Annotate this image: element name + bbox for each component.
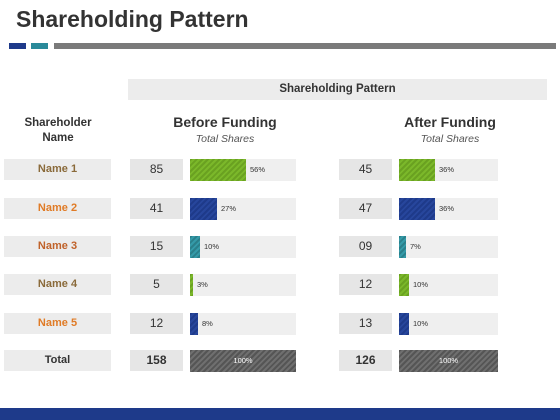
after-share-percent: 36% [439, 165, 455, 174]
after-share-bar-fill [399, 274, 409, 296]
after-share-bar: 10% [399, 274, 498, 296]
before-share-bar: 56% [190, 159, 296, 181]
before-share-percent: 3% [197, 280, 208, 289]
before-share-bar-fill [190, 198, 217, 220]
before-shares-value: 85 [130, 159, 183, 180]
before-shares-value: 12 [130, 313, 183, 334]
title-accent-blue [9, 43, 26, 49]
after-shares-value: 12 [339, 274, 392, 295]
table-header: Shareholding Pattern [128, 79, 547, 100]
before-shares-value: 41 [130, 198, 183, 219]
before-total-bar: 100% [190, 350, 296, 372]
before-share-bar-fill [190, 159, 246, 181]
title-accent-teal [31, 43, 48, 49]
before-share-percent: 27% [221, 204, 237, 213]
after-share-bar: 10% [399, 313, 498, 335]
after-shares-value: 47 [339, 198, 392, 219]
after-share-percent: 7% [410, 242, 421, 251]
after-total-bar: 100% [399, 350, 498, 372]
after-funding-title: After Funding [404, 114, 496, 130]
shareholder-name-cell: Name 5 [4, 313, 111, 334]
before-share-bar-fill [190, 313, 198, 335]
after-total-percent: 100% [438, 356, 459, 365]
after-share-bar-fill [399, 313, 409, 335]
after-share-percent: 10% [413, 280, 429, 289]
after-share-bar-fill [399, 236, 406, 258]
before-funding-subtitle: Total Shares [195, 133, 255, 145]
before-share-bar: 3% [190, 274, 296, 296]
before-funding-title: Before Funding [173, 114, 277, 130]
page-title: Shareholding Pattern [16, 6, 249, 32]
footer-bar [0, 408, 560, 420]
after-shares-value: 45 [339, 159, 392, 180]
shareholder-name-cell: Name 2 [4, 198, 111, 219]
after-share-percent: 10% [413, 319, 429, 328]
shareholder-name-cell: Name 1 [4, 159, 111, 180]
before-share-bar: 8% [190, 313, 296, 335]
after-share-bar-fill [399, 198, 435, 220]
after-share-percent: 36% [439, 204, 455, 213]
before-total-percent: 100% [233, 356, 253, 365]
before-total-bar-fill [190, 350, 296, 372]
before-total-value: 158 [130, 350, 183, 371]
before-shares-value: 5 [130, 274, 183, 295]
after-share-bar: 36% [399, 159, 498, 181]
before-share-percent: 10% [204, 242, 220, 251]
before-shares-value: 15 [130, 236, 183, 257]
after-share-bar: 36% [399, 198, 498, 220]
before-share-bar: 27% [190, 198, 296, 220]
total-label: Total [4, 350, 111, 371]
title-divider [54, 43, 556, 49]
after-share-bar: 7% [399, 236, 498, 258]
after-total-value: 126 [339, 350, 392, 371]
after-share-bar-fill [399, 159, 435, 181]
before-share-percent: 8% [202, 319, 213, 328]
before-share-bar: 10% [190, 236, 296, 258]
shareholder-name-header: Shareholder Name [24, 117, 92, 144]
before-share-bar-fill [190, 236, 200, 258]
before-share-percent: 56% [250, 165, 266, 174]
after-shares-value: 13 [339, 313, 392, 334]
shareholder-name-cell: Name 3 [4, 236, 111, 257]
after-funding-subtitle: Total Shares [420, 133, 480, 145]
shareholder-name-cell: Name 4 [4, 274, 111, 295]
after-shares-value: 09 [339, 236, 392, 257]
before-share-bar-fill [190, 274, 193, 296]
after-total-bar-fill [399, 350, 498, 372]
